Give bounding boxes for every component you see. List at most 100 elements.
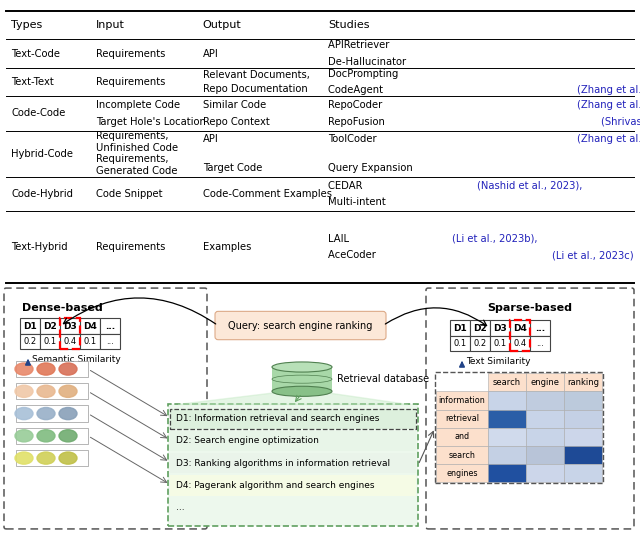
Bar — [436, 410, 488, 428]
Text: RepoCoder: RepoCoder — [328, 100, 385, 111]
Bar — [488, 464, 526, 482]
Text: CodeAgent: CodeAgent — [328, 85, 387, 96]
Text: D1: Information retrieval and search engines: D1: Information retrieval and search eng… — [176, 414, 380, 423]
Bar — [436, 464, 488, 482]
Text: (Nashid et al., 2023),: (Nashid et al., 2023), — [477, 180, 582, 191]
Text: ...: ... — [176, 503, 184, 512]
Ellipse shape — [37, 363, 55, 375]
Bar — [526, 391, 564, 410]
Text: Query: search engine ranking: Query: search engine ranking — [228, 320, 372, 331]
Text: Hybrid-Code: Hybrid-Code — [12, 148, 74, 159]
Bar — [80, 334, 100, 349]
Ellipse shape — [15, 430, 33, 442]
Text: D4: Pagerank algorithm and search engines: D4: Pagerank algorithm and search engine… — [176, 481, 374, 490]
Bar — [530, 320, 550, 336]
Text: information: information — [438, 396, 485, 405]
Text: ...: ... — [105, 321, 115, 331]
Ellipse shape — [272, 386, 332, 396]
Ellipse shape — [272, 362, 332, 372]
Ellipse shape — [59, 385, 77, 397]
Text: Incomplete Code: Incomplete Code — [96, 100, 180, 110]
Bar — [436, 428, 488, 446]
Bar — [470, 320, 490, 336]
Text: DocPrompting: DocPrompting — [328, 69, 402, 79]
Text: Similar Code: Similar Code — [203, 100, 266, 110]
Text: D2: Search engine optimization: D2: Search engine optimization — [176, 436, 319, 445]
Text: Code Snippet: Code Snippet — [96, 189, 163, 199]
Bar — [16, 428, 88, 444]
Bar — [564, 391, 602, 410]
Ellipse shape — [59, 452, 77, 464]
Text: Dense-based: Dense-based — [22, 303, 103, 313]
Text: 0.2: 0.2 — [24, 337, 36, 345]
Bar — [100, 318, 120, 334]
Bar — [530, 336, 550, 351]
Ellipse shape — [59, 430, 77, 442]
Text: (Li et al., 2023b),: (Li et al., 2023b), — [452, 234, 538, 244]
Text: API: API — [203, 135, 218, 144]
Text: Code-Comment Examples: Code-Comment Examples — [203, 189, 332, 199]
Bar — [526, 373, 564, 391]
Bar — [16, 450, 88, 466]
Text: 0.1: 0.1 — [44, 337, 56, 345]
Bar — [526, 410, 564, 428]
Ellipse shape — [15, 407, 33, 420]
Text: APIRetriever: APIRetriever — [328, 41, 393, 50]
Text: Examples: Examples — [203, 242, 251, 252]
Bar — [170, 475, 416, 496]
Text: 0.4: 0.4 — [513, 339, 527, 348]
Polygon shape — [178, 391, 408, 404]
Bar — [488, 391, 526, 410]
Text: Generated Code: Generated Code — [96, 166, 177, 176]
Text: 0.2: 0.2 — [474, 339, 486, 348]
Text: engine: engine — [531, 378, 559, 387]
Text: 0.4: 0.4 — [63, 337, 77, 345]
Bar — [564, 464, 602, 482]
Text: search: search — [449, 451, 476, 460]
Text: (Shrivastava et al., 2023): (Shrivastava et al., 2023) — [602, 116, 640, 127]
FancyBboxPatch shape — [426, 288, 634, 529]
Ellipse shape — [15, 363, 33, 375]
Text: D2: D2 — [473, 324, 487, 333]
Text: Semantic Similarity: Semantic Similarity — [32, 356, 121, 364]
Ellipse shape — [37, 430, 55, 442]
Text: RepoFusion: RepoFusion — [328, 116, 388, 127]
Text: and: and — [454, 433, 470, 441]
Bar — [100, 334, 120, 349]
Text: (Zhang et al., 2024): (Zhang et al., 2024) — [577, 85, 640, 96]
Bar — [20, 334, 40, 349]
Text: AceCoder: AceCoder — [328, 250, 379, 260]
Text: D1: D1 — [23, 321, 37, 331]
Bar — [80, 318, 100, 334]
Text: D3: D3 — [63, 321, 77, 331]
Text: Unfinished Code: Unfinished Code — [96, 143, 178, 153]
Text: Repo Documentation: Repo Documentation — [203, 84, 307, 95]
Text: ToolCoder: ToolCoder — [328, 135, 380, 144]
Bar — [564, 373, 602, 391]
Text: D4: D4 — [513, 324, 527, 333]
Bar — [60, 334, 80, 349]
Bar — [490, 336, 510, 351]
Bar — [272, 367, 332, 391]
FancyBboxPatch shape — [168, 404, 418, 526]
Text: 0.1: 0.1 — [83, 337, 97, 345]
Text: D3: D3 — [493, 324, 507, 333]
Text: Requirements: Requirements — [96, 77, 166, 87]
Bar — [510, 336, 530, 351]
Text: Input: Input — [96, 20, 125, 30]
Ellipse shape — [37, 407, 55, 420]
Text: 0.1: 0.1 — [493, 339, 507, 348]
Ellipse shape — [37, 385, 55, 397]
Ellipse shape — [15, 452, 33, 464]
Text: CEDAR: CEDAR — [328, 180, 366, 191]
Bar — [488, 446, 526, 464]
Bar — [20, 318, 40, 334]
Ellipse shape — [15, 385, 33, 397]
Bar — [16, 405, 88, 422]
Bar — [436, 446, 488, 464]
Text: (Zhang et al., 2023d): (Zhang et al., 2023d) — [577, 135, 640, 144]
Bar — [490, 320, 510, 336]
Text: Text-Text: Text-Text — [12, 77, 54, 87]
Text: Code-Hybrid: Code-Hybrid — [12, 189, 74, 199]
Ellipse shape — [37, 452, 55, 464]
